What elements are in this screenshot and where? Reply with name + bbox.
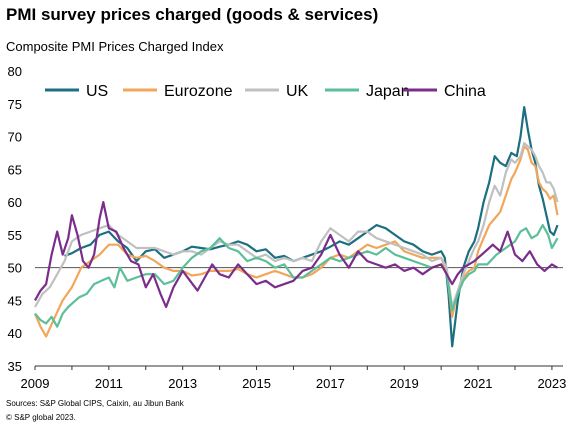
legend-label-us: US [86,83,108,100]
y-tick-label: 60 [8,195,22,210]
x-tick-label: 2017 [316,376,345,391]
y-tick-label: 40 [8,326,22,341]
series-line-japan [34,224,559,328]
series-line-china [34,201,559,309]
y-tick-label: 70 [8,130,22,145]
x-tick-label: 2021 [464,376,493,391]
x-tick-label: 2013 [168,376,197,391]
legend-label-japan: Japan [366,83,410,100]
sources-note: Sources: S&P Global CIPS, Caixin, au Jib… [6,399,184,408]
x-tick-label: 2023 [537,376,566,391]
y-tick-label: 75 [8,97,22,112]
y-tick-label: 55 [8,228,22,243]
x-tick-label: 2011 [95,376,123,391]
y-tick-label: 45 [8,293,22,308]
chart-title: PMI survey prices charged (goods & servi… [6,5,379,24]
x-tick-label: 2019 [390,376,419,391]
legend-label-uk: UK [286,83,309,100]
series-lines [33,106,559,348]
legend-label-china: China [444,83,486,100]
y-tick-label: 50 [8,261,22,276]
series-line-us [64,106,559,348]
legend: US Eurozone UK Japan China [45,83,486,100]
y-axis-title: Composite PMI Prices Charged Index [6,39,224,54]
legend-label-eurozone: Eurozone [164,83,233,100]
x-tick-label: 2009 [21,376,50,391]
y-axis: 35 40 45 50 55 60 65 70 75 80 [8,64,22,374]
series-line-uk [34,142,559,309]
y-tick-label: 65 [8,162,22,177]
y-tick-label: 35 [8,359,22,374]
copyright-note: © S&P global 2023. [6,413,76,422]
y-tick-label: 80 [8,64,22,79]
x-tick-label: 2015 [242,376,271,391]
x-axis: 2009 2011 2013 2015 2017 2019 2021 2023 [21,365,566,391]
